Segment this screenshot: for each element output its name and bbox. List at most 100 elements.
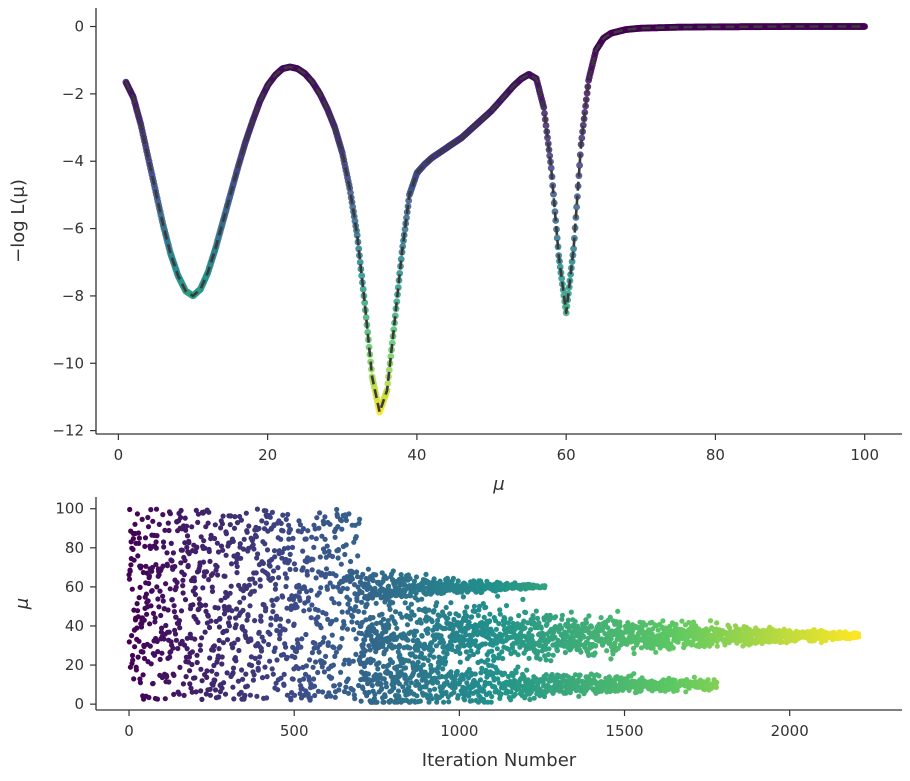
iteration-point (228, 561, 235, 567)
iteration-point (192, 585, 198, 591)
iteration-point (161, 544, 167, 550)
iteration-point (153, 562, 159, 568)
iteration-point (407, 575, 413, 582)
iteration-point (203, 602, 209, 608)
likelihood-point (542, 122, 550, 129)
iteration-point (136, 638, 142, 644)
iteration-point (309, 567, 315, 573)
iteration-point (568, 609, 574, 615)
iteration-point (277, 636, 283, 642)
iteration-point (127, 568, 133, 574)
iteration-point (289, 544, 296, 551)
iteration-point (139, 516, 145, 523)
iteration-point (184, 533, 191, 539)
iteration-point (617, 623, 623, 629)
iteration-point (272, 586, 278, 592)
iteration-point (559, 612, 566, 618)
iteration-point (475, 612, 481, 619)
iteration-point (210, 647, 216, 653)
iteration-point (174, 579, 180, 586)
iteration-point (218, 543, 225, 549)
iteration-point (274, 596, 280, 602)
iteration-point (425, 626, 431, 632)
iteration-point (329, 675, 335, 681)
iteration-point (487, 618, 493, 624)
x-tick-label: 500 (280, 722, 309, 740)
iteration-point (200, 585, 206, 591)
iteration-point (392, 620, 398, 627)
iteration-point (248, 637, 254, 643)
iteration-point (335, 547, 342, 553)
iteration-point (142, 535, 149, 541)
iteration-point (469, 614, 475, 620)
iteration-point (498, 691, 504, 697)
iteration-point (221, 680, 227, 686)
iteration-point (297, 677, 303, 684)
iteration-y-axis-label: μ (12, 598, 33, 610)
iteration-point (240, 546, 247, 552)
iteration-point (321, 635, 327, 641)
iteration-point (147, 643, 153, 649)
iteration-point (344, 586, 350, 592)
likelihood-point (403, 214, 410, 222)
iteration-point (230, 665, 237, 671)
iteration-point (342, 657, 348, 663)
iteration-point (131, 676, 137, 682)
iteration-point (713, 684, 719, 691)
likelihood-point (541, 110, 548, 117)
iteration-point (292, 654, 298, 661)
iteration-point (464, 604, 470, 610)
iteration-point (376, 660, 382, 666)
iteration-point (413, 628, 420, 634)
iteration-point (177, 625, 183, 631)
iteration-point (233, 658, 239, 664)
likelihood-point (401, 225, 409, 233)
iteration-point (158, 612, 164, 619)
iteration-point (263, 508, 269, 514)
iteration-point (129, 652, 136, 659)
iteration-point (340, 585, 346, 592)
iteration-point (714, 620, 720, 626)
iteration-point (545, 651, 552, 658)
iteration-point (301, 585, 308, 591)
iteration-point (154, 638, 160, 645)
iteration-point (173, 614, 179, 620)
iteration-point (350, 613, 356, 620)
iteration-point (264, 695, 270, 701)
iteration-point (306, 607, 312, 613)
iteration-point (159, 625, 165, 631)
iteration-point (538, 625, 544, 631)
iteration-point (543, 657, 549, 663)
iteration-point (512, 691, 518, 697)
iteration-point (240, 676, 246, 682)
iteration-point (323, 611, 329, 617)
iteration-point (450, 575, 456, 581)
iteration-point (443, 689, 449, 695)
iteration-point (328, 693, 334, 699)
iteration-point (341, 661, 347, 667)
iteration-point (193, 507, 199, 513)
y-tick-label: −8 (62, 287, 84, 305)
iteration-point (204, 668, 210, 674)
iteration-point (258, 648, 265, 654)
iteration-point (369, 595, 376, 601)
iteration-point (282, 571, 288, 577)
iteration-point (679, 618, 685, 624)
iteration-point (360, 571, 366, 578)
iteration-point (342, 551, 348, 558)
likelihood-point (361, 299, 369, 307)
iteration-point (290, 597, 296, 603)
iteration-point (189, 524, 195, 530)
iteration-point (483, 604, 489, 610)
iteration-point (163, 581, 169, 587)
iteration-point (184, 635, 190, 641)
likelihood-point (399, 243, 407, 250)
iteration-point (312, 692, 318, 699)
iteration-point (240, 607, 246, 614)
iteration-point (190, 602, 196, 608)
iteration-point (278, 675, 284, 681)
iteration-point (313, 536, 319, 542)
iteration-point (173, 584, 179, 590)
iteration-point (153, 545, 159, 551)
iteration-point (316, 649, 322, 655)
